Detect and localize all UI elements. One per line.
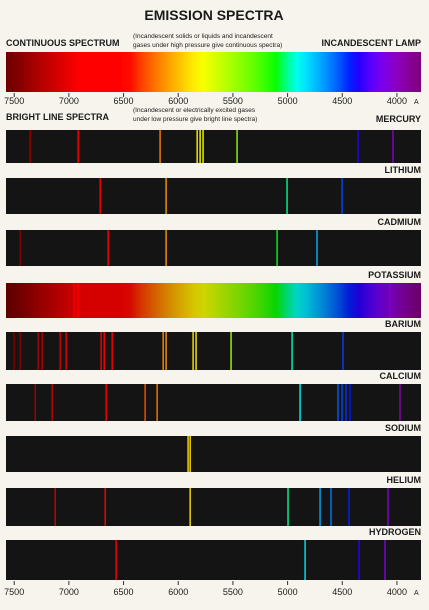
x-tick-label: 6000: [168, 96, 188, 106]
continuous-source: INCANDESCENT LAMP: [321, 38, 421, 48]
element-label: HELIUM: [387, 475, 422, 485]
x-tick-label: 6500: [114, 587, 134, 597]
spectrum-background: [6, 230, 421, 266]
x-tick-label: 7000: [59, 587, 79, 597]
continuous-note: gases under high pressure give continuou…: [133, 42, 282, 49]
chart-title: EMISSION SPECTRA: [144, 7, 283, 23]
x-tick-label: 4500: [332, 96, 352, 106]
element-label: BARIUM: [385, 319, 421, 329]
x-tick-label: 4500: [332, 587, 352, 597]
x-tick-label: 5000: [278, 96, 298, 106]
bright-label: BRIGHT LINE SPECTRA: [6, 112, 110, 122]
x-unit: A: [414, 99, 419, 106]
spectrum-background: [6, 130, 421, 163]
x-tick-label: 5500: [223, 96, 243, 106]
x-tick-label: 6000: [168, 587, 188, 597]
element-label: MERCURY: [376, 114, 421, 124]
spectrum-background: [6, 384, 421, 421]
x-tick-label: 5000: [278, 587, 298, 597]
element-label: CALCIUM: [380, 371, 422, 381]
spectrum-background: [6, 540, 421, 580]
x-tick-label: 5500: [223, 587, 243, 597]
bright-note: (Incandescent or electrically excited ga…: [133, 107, 256, 114]
element-label: POTASSIUM: [368, 270, 421, 280]
spectrum-background: [6, 178, 421, 214]
continuous-note: (Incandescent solids or liquids and inca…: [133, 33, 273, 40]
x-tick-label: 7500: [4, 587, 24, 597]
x-tick-label: 6500: [114, 96, 134, 106]
x-tick-label: 4000: [387, 96, 407, 106]
x-tick-label: 7000: [59, 96, 79, 106]
x-tick-label: 4000: [387, 587, 407, 597]
bright-note: under low pressure give bright line spec…: [133, 116, 257, 123]
spectrum-background: [6, 488, 421, 526]
element-label: HYDROGEN: [369, 527, 421, 537]
continuous-spectrum: [6, 52, 421, 92]
element-label: LITHIUM: [385, 165, 422, 175]
element-label: SODIUM: [385, 423, 421, 433]
spectrum-background: [6, 332, 421, 370]
element-label: CADMIUM: [378, 217, 422, 227]
x-tick-label: 7500: [4, 96, 24, 106]
spectrum-background: [6, 436, 421, 472]
x-unit: A: [414, 590, 419, 597]
continuous-background: [6, 283, 421, 318]
continuous-label: CONTINUOUS SPECTRUM: [6, 38, 120, 48]
